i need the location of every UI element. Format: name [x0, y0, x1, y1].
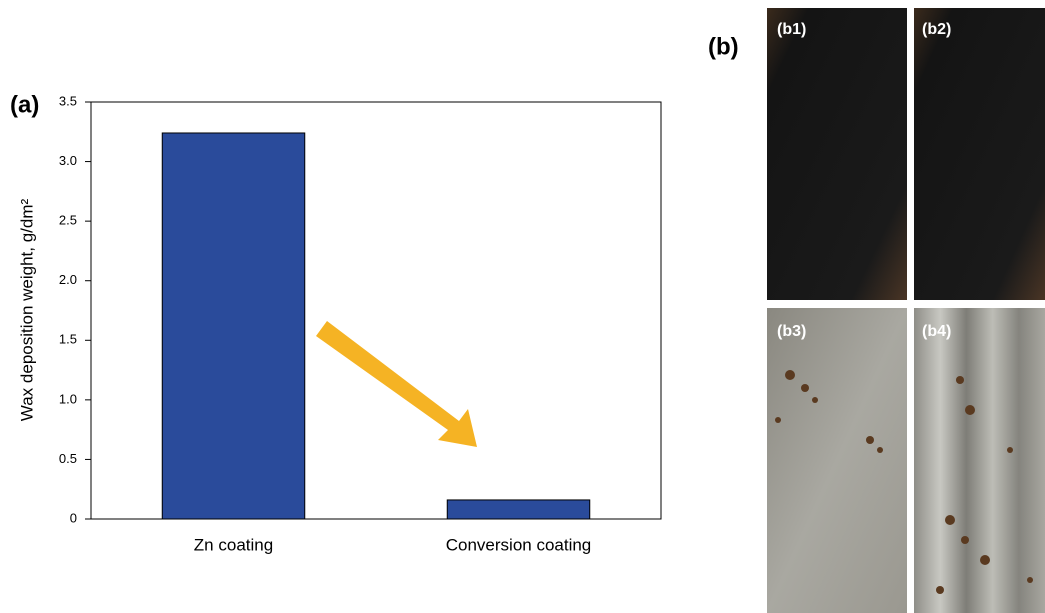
photo-label: (b2): [922, 21, 951, 38]
photo-label: (b3): [777, 323, 806, 340]
y-tick-label: 2.0: [59, 272, 77, 287]
y-tick-label: 1.0: [59, 391, 77, 406]
photo-label: (b4): [922, 323, 951, 340]
y-tick-label: 0.5: [59, 451, 77, 466]
bar: [162, 133, 305, 519]
photo-b3: [767, 308, 907, 613]
y-tick-label: 3.5: [59, 93, 77, 108]
y-tick-label: 3.0: [59, 153, 77, 168]
bar: [447, 500, 590, 519]
photo-b2: [914, 8, 1045, 300]
photo-b4: [914, 308, 1045, 613]
panel-label: (b): [708, 33, 739, 60]
panel-label: (a): [10, 91, 39, 118]
photo-label: (b1): [777, 21, 806, 38]
photo-b1: [767, 8, 907, 300]
y-axis-label: Wax deposition weight, g/dm²: [17, 198, 36, 421]
y-tick-label: 2.5: [59, 213, 77, 228]
figure: (b) (b1) (b2) (b3) (b4) (a) Wax depositi…: [0, 0, 1045, 613]
y-tick-label: 0: [70, 510, 77, 525]
x-tick-label: Conversion coating: [446, 535, 592, 554]
y-tick-label: 1.5: [59, 332, 77, 347]
trend-arrow: [316, 321, 477, 447]
x-tick-label: Zn coating: [194, 535, 273, 554]
